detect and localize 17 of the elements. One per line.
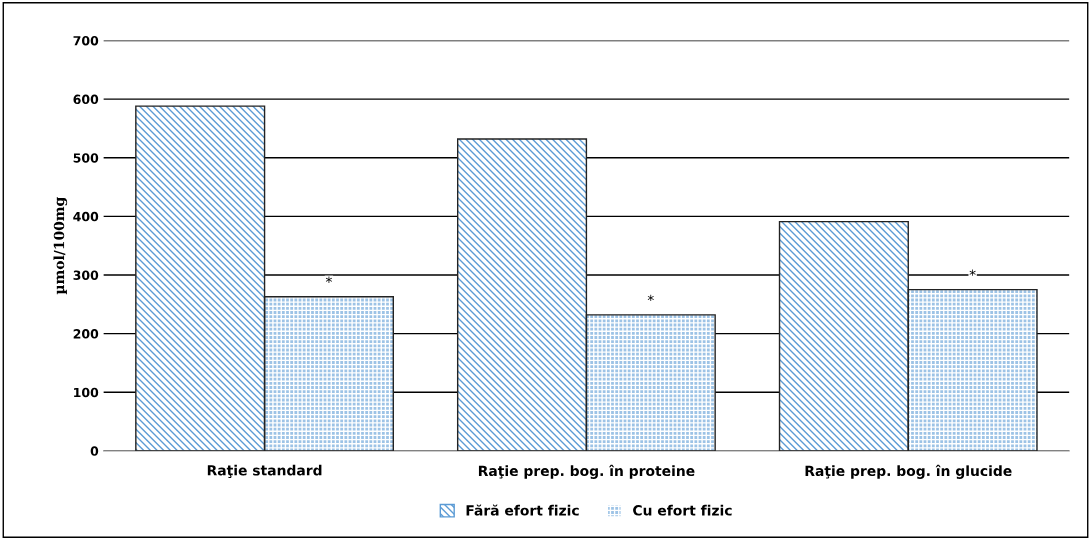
y-tick-label: 600 bbox=[73, 94, 99, 105]
y-tick-label: 400 bbox=[73, 211, 99, 222]
y-tick-label: 700 bbox=[73, 35, 99, 46]
annotation: * bbox=[325, 276, 332, 283]
y-tick-label: 300 bbox=[73, 270, 99, 280]
annotation: * bbox=[969, 269, 976, 276]
x-tick-label: Raţie prep. bog. în proteine bbox=[478, 464, 695, 479]
x-tick-label: Raţie prep. bog. în glucide bbox=[805, 464, 1012, 479]
y-axis-title: µmol/100mg bbox=[53, 197, 68, 295]
x-tick-label: Raţie standard bbox=[207, 464, 322, 479]
y-tick-label: 0 bbox=[90, 446, 99, 456]
legend-label: Fără efort fizic bbox=[466, 504, 579, 516]
y-tick-label: 100 bbox=[74, 387, 99, 398]
annotation: * bbox=[647, 294, 654, 302]
legend-label: Cu efort fizic bbox=[633, 504, 732, 516]
y-tick-label: 200 bbox=[73, 329, 99, 339]
y-tick-label: 500 bbox=[73, 153, 99, 163]
